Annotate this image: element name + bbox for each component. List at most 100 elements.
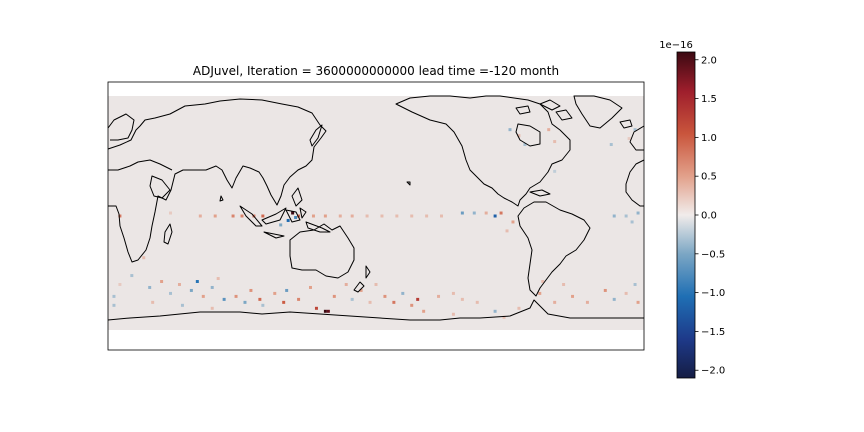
coastline-indonesia xyxy=(239,187,331,239)
heatmap-cell xyxy=(326,309,330,313)
heatmap-cell xyxy=(365,214,369,218)
heatmap-cell xyxy=(130,274,134,278)
heatmap-cell xyxy=(350,297,354,301)
heatmap-cell xyxy=(451,291,455,295)
coastline-hudson-bay xyxy=(515,123,541,147)
coastline-iceland xyxy=(619,119,633,129)
heatmap-cell xyxy=(395,214,399,218)
heatmap-cell xyxy=(151,300,155,304)
coastline-japan xyxy=(309,124,323,147)
heatmap-cell xyxy=(261,303,265,307)
heatmap-cell xyxy=(314,306,318,310)
heatmap-cell xyxy=(297,297,301,301)
heatmap-cell xyxy=(249,288,253,292)
heatmap-cell xyxy=(460,211,464,215)
heatmap-cell xyxy=(416,297,420,301)
coastline-madagascar xyxy=(163,223,173,245)
heatmap-cell xyxy=(222,297,226,301)
heatmap-cell xyxy=(475,300,479,304)
heatmap-cell xyxy=(189,288,193,292)
heatmap-cell xyxy=(323,214,327,218)
heatmap-cell xyxy=(231,214,235,218)
coastline-antarctica xyxy=(107,299,644,321)
coastline-australia xyxy=(289,223,355,279)
heatmap-cell xyxy=(216,277,220,281)
heatmap-cell xyxy=(392,300,396,304)
heatmap-cell xyxy=(517,306,521,310)
heatmap-cell xyxy=(273,291,277,295)
heatmap-cell xyxy=(451,312,455,316)
heatmap-cell xyxy=(243,300,247,304)
heatmap-cell xyxy=(410,214,414,218)
heatmap-cell xyxy=(422,309,426,313)
heatmap-cell xyxy=(210,285,214,289)
coastline-europe-east-edge xyxy=(629,125,645,151)
colorbar-tick-label: −2.0 xyxy=(701,366,725,377)
heatmap-cell xyxy=(603,288,607,292)
heatmap-cell xyxy=(440,214,443,218)
heatmap-cell xyxy=(636,300,640,304)
heatmap-cell xyxy=(410,303,414,307)
chart-title: ADJuvel, Iteration = 3600000000000 lead … xyxy=(193,64,559,78)
heatmap-cell xyxy=(282,300,286,304)
heatmap-cell xyxy=(612,297,616,301)
heatmap-cell xyxy=(294,216,298,219)
coastline-mediterranean xyxy=(108,159,173,171)
heatmap-cell xyxy=(261,214,265,218)
heatmap-cell xyxy=(523,143,527,147)
heatmap-cell xyxy=(323,309,327,313)
heatmap-cell xyxy=(624,214,628,218)
coastline-africa-east-edge xyxy=(625,159,645,207)
colorbar-exponent-label: 1e−16 xyxy=(659,40,693,51)
heatmap-cell xyxy=(201,294,205,298)
heatmap-cell xyxy=(472,211,476,215)
coastlines xyxy=(107,95,645,321)
colorbar-tick-label: −1.5 xyxy=(701,327,725,338)
map-axes xyxy=(107,81,645,351)
heatmap-cell xyxy=(160,280,164,283)
coastline-sri-lanka xyxy=(219,195,224,202)
heatmap-cell xyxy=(511,220,515,224)
heatmap-cell xyxy=(383,294,387,298)
heatmap-cell xyxy=(553,169,557,173)
heatmap-cell xyxy=(425,214,429,218)
heatmap-cell xyxy=(344,283,348,286)
heatmap-cell xyxy=(508,128,512,132)
heatmap-cell xyxy=(210,306,214,310)
heatmap-cell xyxy=(571,294,575,298)
heatmap-cell xyxy=(338,214,342,218)
coastline-cuba xyxy=(529,189,551,197)
heatmap-cell xyxy=(553,140,557,144)
coastline-south-america xyxy=(517,201,591,297)
heatmap-cell xyxy=(612,214,616,218)
heatmap-cell xyxy=(258,297,262,301)
colorbar: 1e−16 2.0 1.5 1.0 0.5 0.0 −0.5 −1.0 −1.5 −2.0 xyxy=(659,40,725,379)
heatmap-cell xyxy=(484,211,488,215)
heatmap-cell xyxy=(118,214,122,218)
heatmap-cell xyxy=(195,280,199,283)
heatmap-cell xyxy=(538,291,542,295)
heatmap-cell xyxy=(112,303,116,307)
coastline-north-america xyxy=(395,95,571,207)
heatmap-cell xyxy=(517,134,521,138)
heatmap-cell xyxy=(401,291,405,295)
heatmap-cell xyxy=(311,214,315,218)
heatmap-cell xyxy=(291,211,295,215)
heatmap-cell xyxy=(499,211,503,215)
data-field xyxy=(108,96,644,330)
heatmap-cell xyxy=(380,214,384,218)
heatmap-cell xyxy=(234,294,238,298)
coastline-hawaii xyxy=(406,181,411,186)
heatmap-cell xyxy=(118,283,122,286)
heatmap-cell xyxy=(374,283,378,286)
heatmap-cell xyxy=(332,294,336,298)
heatmap-cell xyxy=(350,214,354,218)
coastline-arabia xyxy=(149,175,171,199)
map-frame xyxy=(107,81,645,351)
coastline-new-zealand xyxy=(353,265,371,293)
heatmap-cell xyxy=(609,143,613,147)
coastline-europe-north xyxy=(107,113,135,141)
heatmap-cell xyxy=(541,280,545,283)
colorbar-tick-label: −0.5 xyxy=(701,249,725,260)
